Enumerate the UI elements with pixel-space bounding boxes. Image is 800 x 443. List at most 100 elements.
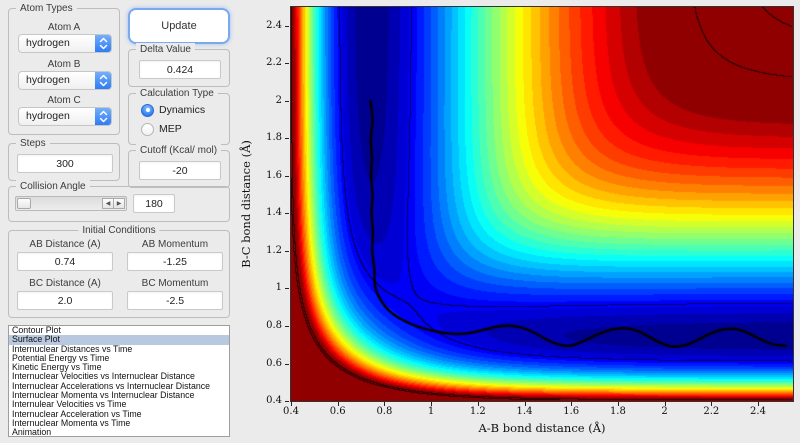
- initial-condition-label: BC Momentum: [141, 278, 209, 289]
- x-tick-mark: [477, 402, 479, 406]
- panel-atom-types-title: Atom Types: [16, 2, 77, 15]
- list-item[interactable]: Internulear Velocities vs Time: [12, 399, 127, 410]
- collision-angle-input[interactable]: [133, 194, 175, 213]
- atom-label-3: Atom C: [47, 95, 81, 106]
- initial-condition-label: AB Distance (A): [29, 239, 101, 250]
- plot-area: [290, 6, 794, 402]
- popup-stepper-icon: [95, 108, 111, 125]
- atom-label-2: Atom B: [47, 59, 81, 70]
- list-item[interactable]: Animation: [12, 427, 52, 437]
- x-tick-mark: [384, 402, 386, 406]
- x-axis-label: A-B bond distance (Å): [478, 421, 606, 435]
- popup-value: hydrogen: [26, 37, 70, 49]
- popup-value: hydrogen: [26, 110, 70, 122]
- y-tick-label: 0.6: [266, 357, 282, 369]
- atom-select-2[interactable]: hydrogen: [18, 71, 112, 90]
- y-tick-label: 2: [275, 94, 282, 106]
- y-tick-label: 1.6: [266, 169, 282, 181]
- panel-delta-value: Delta Value: [128, 43, 230, 87]
- y-tick-label: 0.4: [266, 395, 282, 406]
- initial-condition-input-3[interactable]: [127, 291, 223, 310]
- y-tick-label: 1: [275, 282, 282, 294]
- initial-condition-input-0[interactable]: [17, 252, 113, 271]
- slider-increment-button[interactable]: ▶: [113, 198, 125, 209]
- y-axis-label: B-C bond distance (Å): [239, 140, 253, 268]
- x-tick-mark: [664, 402, 666, 406]
- x-tick-mark: [758, 402, 759, 406]
- x-tick-mark: [431, 402, 433, 406]
- radio-label: MEP: [159, 123, 182, 135]
- x-tick-label: 0.8: [376, 406, 393, 417]
- radio-mep[interactable]: [141, 122, 154, 136]
- panel-steps: Steps: [8, 137, 120, 181]
- x-tick-label: 2.2: [703, 406, 720, 417]
- y-tick-mark: [285, 175, 289, 177]
- slider-thumb[interactable]: [17, 198, 31, 209]
- list-item[interactable]: Internuclear Velocities vs Internuclear …: [12, 371, 195, 382]
- atom-select-1[interactable]: hydrogen: [18, 34, 112, 53]
- x-tick-mark: [571, 402, 573, 406]
- x-tick-mark: [524, 402, 526, 406]
- y-tick-label: 2.2: [266, 57, 282, 69]
- x-tick-label: 2.4: [750, 406, 766, 417]
- list-item[interactable]: Kinetic Energy vs Time: [12, 362, 102, 373]
- y-tick-mark: [285, 326, 289, 327]
- y-tick-mark: [285, 100, 289, 102]
- x-tick-label: 1.6: [563, 406, 580, 417]
- slider-track[interactable]: ◀ ▶: [15, 196, 127, 211]
- panel-cutoff-title: Cutoff (Kcal/ mol): [136, 144, 222, 157]
- list-item[interactable]: Internuclear Distances vs Time: [12, 343, 133, 354]
- y-tick-label: 1.4: [266, 207, 282, 219]
- x-tick-label: 1.4: [516, 406, 533, 417]
- panel-calculation-type-title: Calculation Type: [136, 87, 218, 100]
- y-tick-label: 1.8: [266, 132, 282, 144]
- radio-row-dynamics: Dynamics: [141, 102, 205, 118]
- atom-label-1: Atom A: [47, 22, 81, 33]
- steps-input[interactable]: [17, 154, 113, 173]
- y-tick-mark: [285, 250, 289, 252]
- list-item[interactable]: Contour Plot: [12, 325, 61, 335]
- collision-angle-slider[interactable]: ◀ ▶: [15, 196, 127, 211]
- panel-atom-types: Atom Types Atom A hydrogen Atom B hydrogen A…: [8, 2, 120, 135]
- y-tick-label: 1.2: [266, 244, 282, 256]
- update-button[interactable]: Update: [128, 8, 230, 44]
- panel-initial-conditions: Initial Conditions AB Distance (A) AB Mom…: [8, 224, 230, 318]
- y-tick-mark: [285, 138, 289, 140]
- y-tick-mark: [285, 25, 289, 27]
- x-tick-label: 1.2: [469, 406, 486, 417]
- radio-label: Dynamics: [159, 104, 206, 116]
- list-item[interactable]: Surface Plot: [9, 334, 229, 345]
- list-item[interactable]: Internuclear Accelerations vs Internucle…: [12, 380, 211, 391]
- y-tick-label: 0.8: [266, 320, 282, 331]
- panel-collision-angle: Collision Angle ◀ ▶: [8, 180, 230, 222]
- pes-contour-canvas: [291, 7, 793, 401]
- atom-select-3[interactable]: hydrogen: [18, 107, 112, 126]
- plot-type-listbox[interactable]: Contour Plot Surface Plot Internuclear Dis…: [8, 325, 230, 437]
- initial-condition-input-2[interactable]: [17, 291, 113, 310]
- panel-initial-conditions-title: Initial Conditions: [78, 224, 160, 237]
- y-tick-mark: [285, 363, 289, 365]
- initial-condition-label: AB Momentum: [141, 239, 209, 250]
- x-tick-label: 0.4: [283, 406, 299, 417]
- panel-steps-title: Steps: [16, 137, 50, 150]
- y-tick-mark: [285, 288, 289, 290]
- radio-dynamics[interactable]: [141, 103, 154, 117]
- popup-stepper-icon: [95, 72, 111, 89]
- delta-value-input[interactable]: [139, 60, 221, 79]
- panel-collision-angle-title: Collision Angle: [16, 180, 90, 193]
- list-item[interactable]: Potential Energy vs Time: [12, 352, 110, 363]
- popup-stepper-icon: [95, 35, 111, 52]
- list-item[interactable]: Internuclear Momenta vs Time: [12, 417, 131, 428]
- panel-calculation-type: Calculation Type Dynamics MEP: [128, 87, 230, 145]
- y-tick-mark: [285, 63, 289, 65]
- x-tick-label: 2: [661, 406, 668, 417]
- list-item[interactable]: Internuclear Acceleration vs Time: [12, 408, 142, 419]
- x-tick-mark: [291, 402, 292, 406]
- initial-condition-input-1[interactable]: [127, 252, 223, 271]
- radio-row-mep: MEP: [141, 121, 182, 137]
- x-tick-mark: [617, 402, 619, 406]
- x-tick-mark: [337, 402, 339, 406]
- cutoff-input[interactable]: [139, 161, 221, 180]
- list-item[interactable]: Internuclear Momenta vs Internuclear Dis…: [12, 390, 195, 401]
